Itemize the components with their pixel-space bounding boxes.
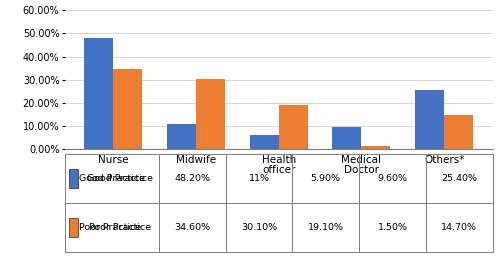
- Text: Good Practice: Good Practice: [79, 174, 145, 183]
- Bar: [415, 90, 444, 149]
- Text: 9.60%: 9.60%: [378, 174, 408, 183]
- Text: 11%: 11%: [248, 174, 270, 183]
- Bar: [444, 115, 473, 149]
- Bar: [362, 145, 390, 149]
- Text: 25.40%: 25.40%: [441, 174, 477, 183]
- Text: 30.10%: 30.10%: [241, 223, 277, 232]
- Bar: [196, 79, 225, 149]
- Text: 19.10%: 19.10%: [308, 223, 344, 232]
- Text: 14.70%: 14.70%: [441, 223, 477, 232]
- Bar: [84, 38, 114, 149]
- Bar: [167, 124, 196, 149]
- Bar: [332, 127, 362, 149]
- Text: Poor Practice: Poor Practice: [88, 223, 151, 232]
- Text: 34.60%: 34.60%: [174, 223, 210, 232]
- Bar: [114, 69, 142, 149]
- Bar: [250, 135, 279, 149]
- Text: 48.20%: 48.20%: [174, 174, 210, 183]
- Text: Poor Practice: Poor Practice: [79, 223, 141, 232]
- Text: Good Practice: Good Practice: [87, 174, 153, 183]
- Text: 1.50%: 1.50%: [378, 223, 408, 232]
- Text: 5.90%: 5.90%: [311, 174, 341, 183]
- Bar: [279, 105, 308, 149]
